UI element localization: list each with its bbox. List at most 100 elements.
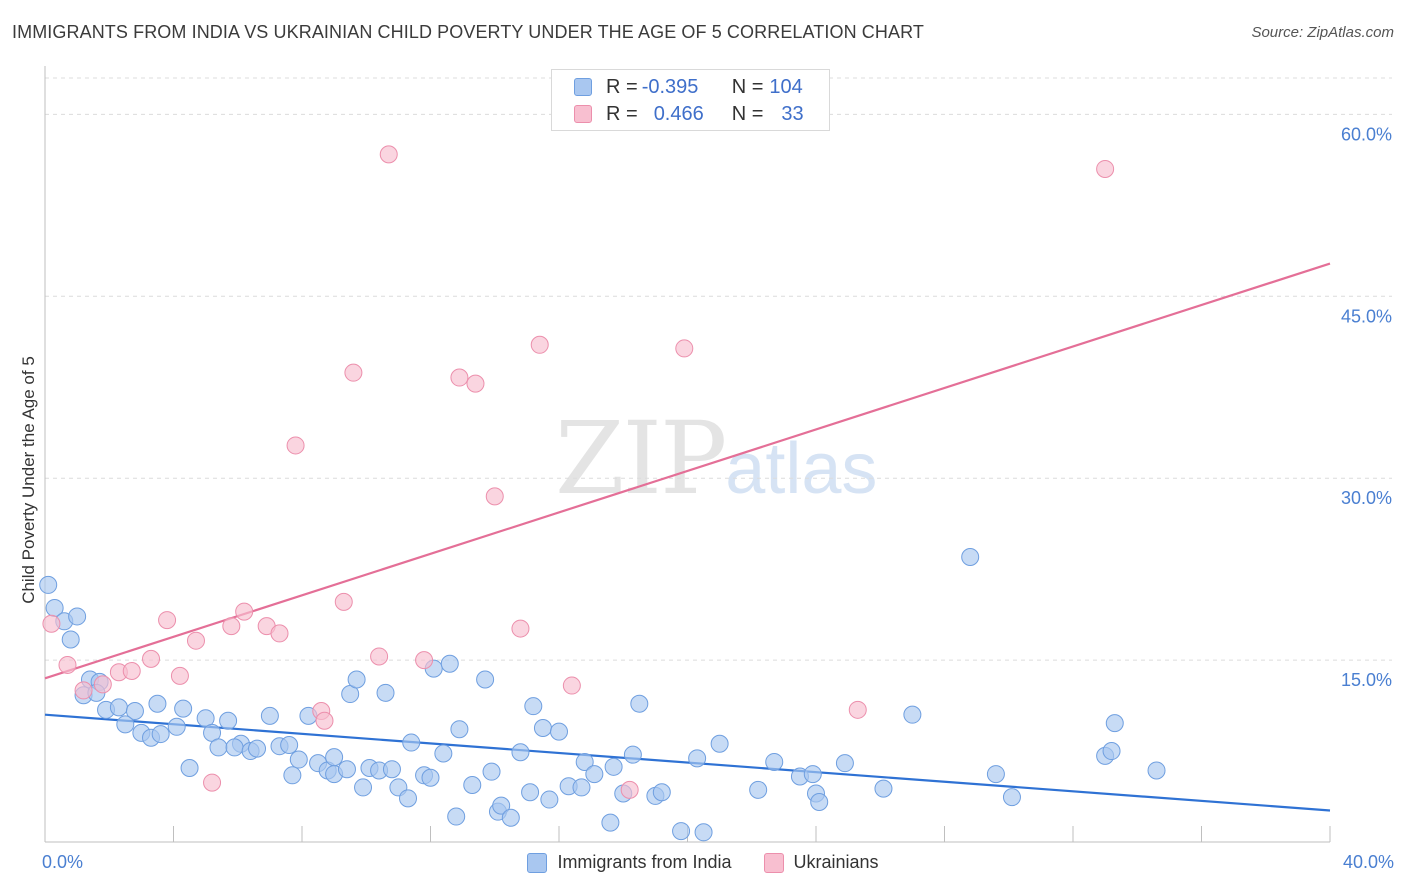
point-india <box>1105 714 1124 733</box>
point-india <box>874 779 893 798</box>
point-ukrainian <box>74 681 93 700</box>
legend-item-ukrainians[interactable]: Ukrainians <box>763 852 879 873</box>
point-india <box>575 752 594 771</box>
point-ukrainian <box>334 592 353 611</box>
point-ukrainian <box>42 614 61 633</box>
point-india <box>440 654 459 673</box>
point-india <box>601 813 620 832</box>
point-india <box>835 754 854 773</box>
watermark-atlas: atlas <box>725 429 878 509</box>
point-india <box>167 717 186 736</box>
point-india <box>961 548 980 567</box>
point-india <box>225 738 244 757</box>
legend-n-value: 104 <box>769 75 803 98</box>
point-india <box>652 783 671 802</box>
legend-n-label: N = <box>731 102 764 125</box>
point-india <box>672 822 691 841</box>
point-india <box>354 778 373 797</box>
point-india <box>604 757 623 776</box>
legend-n-label: N = <box>731 75 764 98</box>
axes <box>44 66 1331 843</box>
x-tick-label: 0.0% <box>42 852 83 872</box>
point-india <box>765 752 784 771</box>
y-axis-title: Child Poverty Under the Age of 5 <box>19 356 38 604</box>
point-india <box>280 735 299 754</box>
point-india <box>524 697 543 716</box>
point-india <box>148 694 167 713</box>
point-ukrainian <box>235 602 254 621</box>
gridlines <box>45 77 1392 661</box>
point-india <box>623 745 642 764</box>
legend-r-label: R = <box>606 102 638 125</box>
legend-row-india: R = -0.395 N = 104 <box>574 75 803 99</box>
point-india <box>694 823 713 842</box>
trend-line-ukrainian <box>44 262 1331 680</box>
point-india <box>521 783 540 802</box>
point-india <box>533 719 552 738</box>
point-ukrainian <box>530 335 549 354</box>
point-india <box>450 720 469 739</box>
point-ukrainian <box>466 374 485 393</box>
stats-legend: R = -0.395 N = 104 R = 0.466 N = 33 <box>551 69 830 131</box>
trend-lines <box>44 262 1331 812</box>
point-india <box>382 760 401 779</box>
point-ukrainian <box>620 780 639 799</box>
point-ukrainian <box>270 624 289 643</box>
point-india <box>434 744 453 763</box>
point-ukrainian <box>511 619 530 638</box>
point-india <box>125 702 144 721</box>
point-india <box>347 670 366 689</box>
point-india <box>421 768 440 787</box>
point-india <box>209 738 228 757</box>
point-india <box>180 759 199 778</box>
point-ukrainian <box>562 676 581 695</box>
point-india <box>810 792 829 811</box>
point-ukrainian <box>222 617 241 636</box>
point-india <box>482 762 501 781</box>
point-india <box>289 750 308 769</box>
point-ukrainian <box>170 666 189 685</box>
y-tick-label: 45.0% <box>1341 306 1392 326</box>
point-ukrainian <box>93 675 112 694</box>
point-india <box>260 706 279 725</box>
point-india <box>710 734 729 753</box>
point-ukrainian <box>203 773 222 792</box>
point-ukrainian <box>675 339 694 358</box>
point-india <box>174 699 193 718</box>
legend-label-india: Immigrants from India <box>557 852 732 872</box>
point-india <box>402 733 421 752</box>
point-ukrainian <box>315 711 334 730</box>
legend-row-ukrainians: R = 0.466 N = 33 <box>574 102 804 126</box>
point-india <box>540 790 559 809</box>
legend-item-india[interactable]: Immigrants from India <box>527 852 732 873</box>
series-legend: Immigrants from India Ukrainians <box>0 852 1406 873</box>
point-india <box>376 683 395 702</box>
point-ukrainian <box>1096 159 1115 178</box>
point-india <box>325 748 344 767</box>
trend-line-india <box>44 713 1331 812</box>
point-india <box>1102 742 1121 761</box>
point-india <box>903 705 922 724</box>
point-india <box>986 765 1005 784</box>
point-india <box>68 607 87 626</box>
point-india <box>585 765 604 784</box>
legend-r-value: -0.395 <box>641 75 699 98</box>
point-ukrainian <box>485 487 504 506</box>
point-india <box>476 670 495 689</box>
point-india <box>39 575 58 594</box>
legend-label-ukrainians: Ukrainians <box>793 852 879 872</box>
point-ukrainian <box>450 368 469 387</box>
point-india <box>283 766 302 785</box>
point-india <box>550 722 568 741</box>
point-ukrainian <box>344 363 363 382</box>
tick-labels: 15.0% 30.0% 45.0% 60.0% 0.0% 40.0% Child Pover… <box>19 124 1394 872</box>
point-ukrainian <box>142 649 161 668</box>
point-ukrainian <box>158 611 177 630</box>
watermark: ZIPatlas <box>555 400 877 517</box>
point-ukrainian <box>122 662 141 681</box>
legend-swatch-india <box>574 78 592 96</box>
point-ukrainian <box>379 145 398 164</box>
legend-n-value: 33 <box>781 102 804 125</box>
point-india <box>248 739 267 758</box>
